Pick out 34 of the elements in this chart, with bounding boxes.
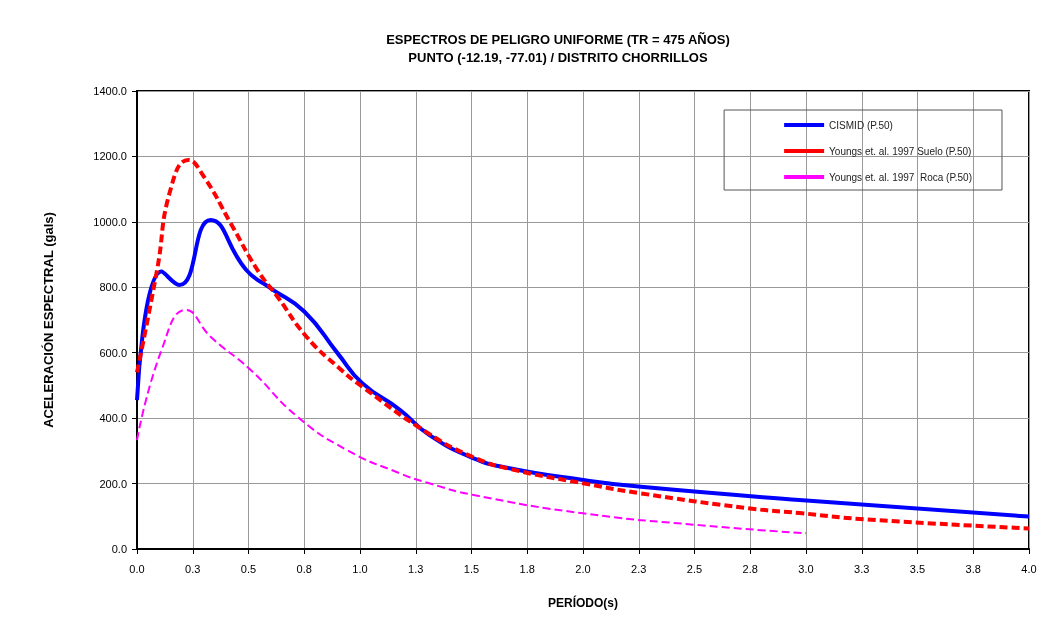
x-tick-label: 2.3 xyxy=(631,562,647,575)
line-series xyxy=(135,158,1031,531)
x-tick-label: 2.0 xyxy=(575,562,591,575)
x-tick-label: 0.5 xyxy=(240,562,257,575)
x-tick-label: 3.3 xyxy=(854,562,870,575)
x-tick-label: 1.5 xyxy=(463,562,480,575)
x-tick-label: 3.8 xyxy=(965,562,981,575)
x-tick-label: 2.5 xyxy=(686,562,703,575)
y-tick-label: 600.0 xyxy=(99,346,127,359)
legend-label: Youngs et. al. 1997 Suelo (P.50) xyxy=(829,145,972,157)
y-tick-label: 0.0 xyxy=(111,543,127,555)
line-series xyxy=(136,308,807,535)
y-tick-label: 1000.0 xyxy=(93,215,127,228)
legend-label: CISMID (P.50) xyxy=(829,119,893,131)
y-tick-label: 200.0 xyxy=(99,477,127,490)
y-tick-label: 1200.0 xyxy=(93,150,127,163)
x-tick-label: 0.8 xyxy=(296,562,312,575)
y-tick-label: 1400.0 xyxy=(93,85,127,97)
legend-label: Youngs et. al. 1997 Roca (P.50) xyxy=(829,171,973,183)
x-tick-label: 3.5 xyxy=(909,562,926,575)
x-tick-label: 4.0 xyxy=(1021,562,1037,575)
y-tick-label: 800.0 xyxy=(99,281,127,294)
x-tick-label: 2.8 xyxy=(742,562,758,575)
x-tick-label: 0.3 xyxy=(185,562,201,575)
y-tick-label: 400.0 xyxy=(99,412,127,425)
y-axis-title: ACELERACIÓN ESPECTRAL (gals) xyxy=(41,212,56,428)
x-tick-label: 3.0 xyxy=(798,562,814,575)
chart-title: ESPECTROS DE PELIGRO UNIFORME (TR = 475 AÑOS) xyxy=(386,32,730,47)
x-tick-label: 1.3 xyxy=(408,562,424,575)
x-tick-label: 1.8 xyxy=(519,562,535,575)
x-tick-label: 1.0 xyxy=(352,562,368,575)
chart-subtitle: PUNTO (-12.19, -77.01) / DISTRITO CHORRILLOS xyxy=(408,50,708,65)
x-tick-label: 0.0 xyxy=(129,562,145,575)
x-axis-title: PERÍODO(s) xyxy=(547,595,619,610)
